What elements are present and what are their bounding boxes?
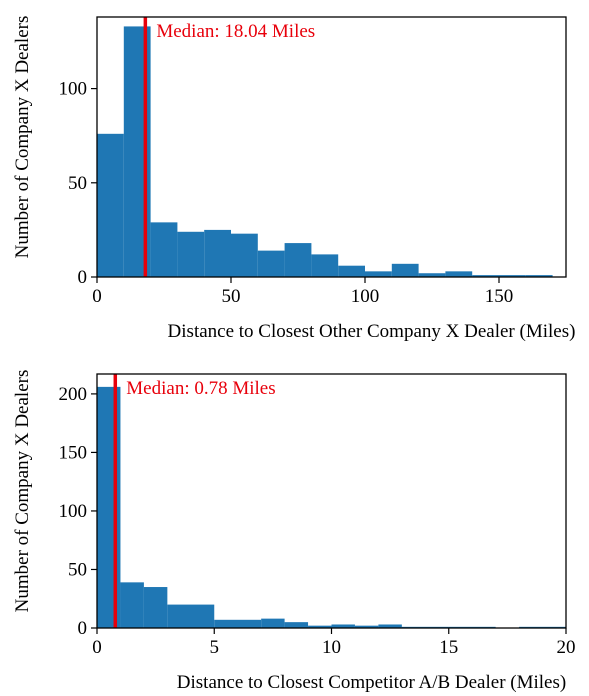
y-tick-label: 150 [59, 442, 88, 463]
histogram-bar [472, 275, 499, 277]
histogram-bar [143, 587, 168, 628]
x-axis-label: Distance to Closest Other Company X Deal… [168, 321, 576, 342]
y-axis-label: Number of Company X Dealers [12, 370, 33, 613]
histogram-bar [261, 618, 285, 628]
histogram-bar [311, 254, 339, 277]
plot-frame [96, 16, 567, 278]
histogram-bar [525, 275, 553, 277]
histogram-bar [167, 604, 215, 628]
histogram-bar [445, 271, 473, 277]
histogram-bar [331, 624, 355, 628]
histogram-bar [214, 619, 262, 628]
histogram-bar [391, 263, 419, 277]
x-tick-label: 0 [92, 637, 102, 658]
x-tick-label: 100 [351, 286, 380, 307]
x-tick-label: 0 [92, 286, 102, 307]
histogram-bar [150, 222, 178, 277]
histogram-bar [378, 624, 402, 628]
x-tick-label: 50 [222, 286, 241, 307]
y-tick-label: 50 [68, 173, 87, 194]
histogram-bar [418, 273, 446, 277]
histogram-bar [257, 250, 285, 277]
x-axis-label: Distance to Closest Competitor A/B Deale… [177, 672, 566, 693]
histogram-bar [284, 243, 312, 277]
histogram-bar [231, 233, 258, 277]
median-label: Median: 0.78 Miles [126, 378, 275, 399]
histogram-bar [338, 265, 365, 277]
y-axis-label: Number of Company X Dealers [12, 16, 33, 259]
y-tick-label: 0 [78, 267, 88, 288]
y-tick-label: 100 [59, 79, 88, 100]
x-tick-label: 150 [485, 286, 514, 307]
histogram-bar [177, 231, 205, 277]
histogram-bar [354, 625, 379, 628]
histogram-bar [365, 271, 392, 277]
plot-frame [96, 373, 567, 629]
median-label: Median: 18.04 Miles [156, 21, 315, 42]
histogram-panel-dealer-distance: Median: 18.04 Miles 0 50 100 150 0 50 100 Distan… [12, 16, 575, 342]
x-tick-label: 20 [557, 637, 576, 658]
histogram-bar [308, 625, 332, 628]
x-tick-label: 15 [439, 637, 458, 658]
y-tick-label: 0 [78, 618, 88, 639]
x-tick-label: 5 [210, 637, 220, 658]
histogram-bar [499, 275, 526, 277]
histogram-bar [284, 622, 309, 628]
y-tick-label: 50 [68, 559, 87, 580]
histogram-bar [204, 229, 231, 277]
histogram-bar [120, 582, 144, 628]
x-tick-label: 10 [322, 637, 341, 658]
y-tick-label: 200 [59, 384, 88, 405]
histogram-bar [97, 133, 124, 277]
y-tick-label: 100 [59, 501, 88, 522]
